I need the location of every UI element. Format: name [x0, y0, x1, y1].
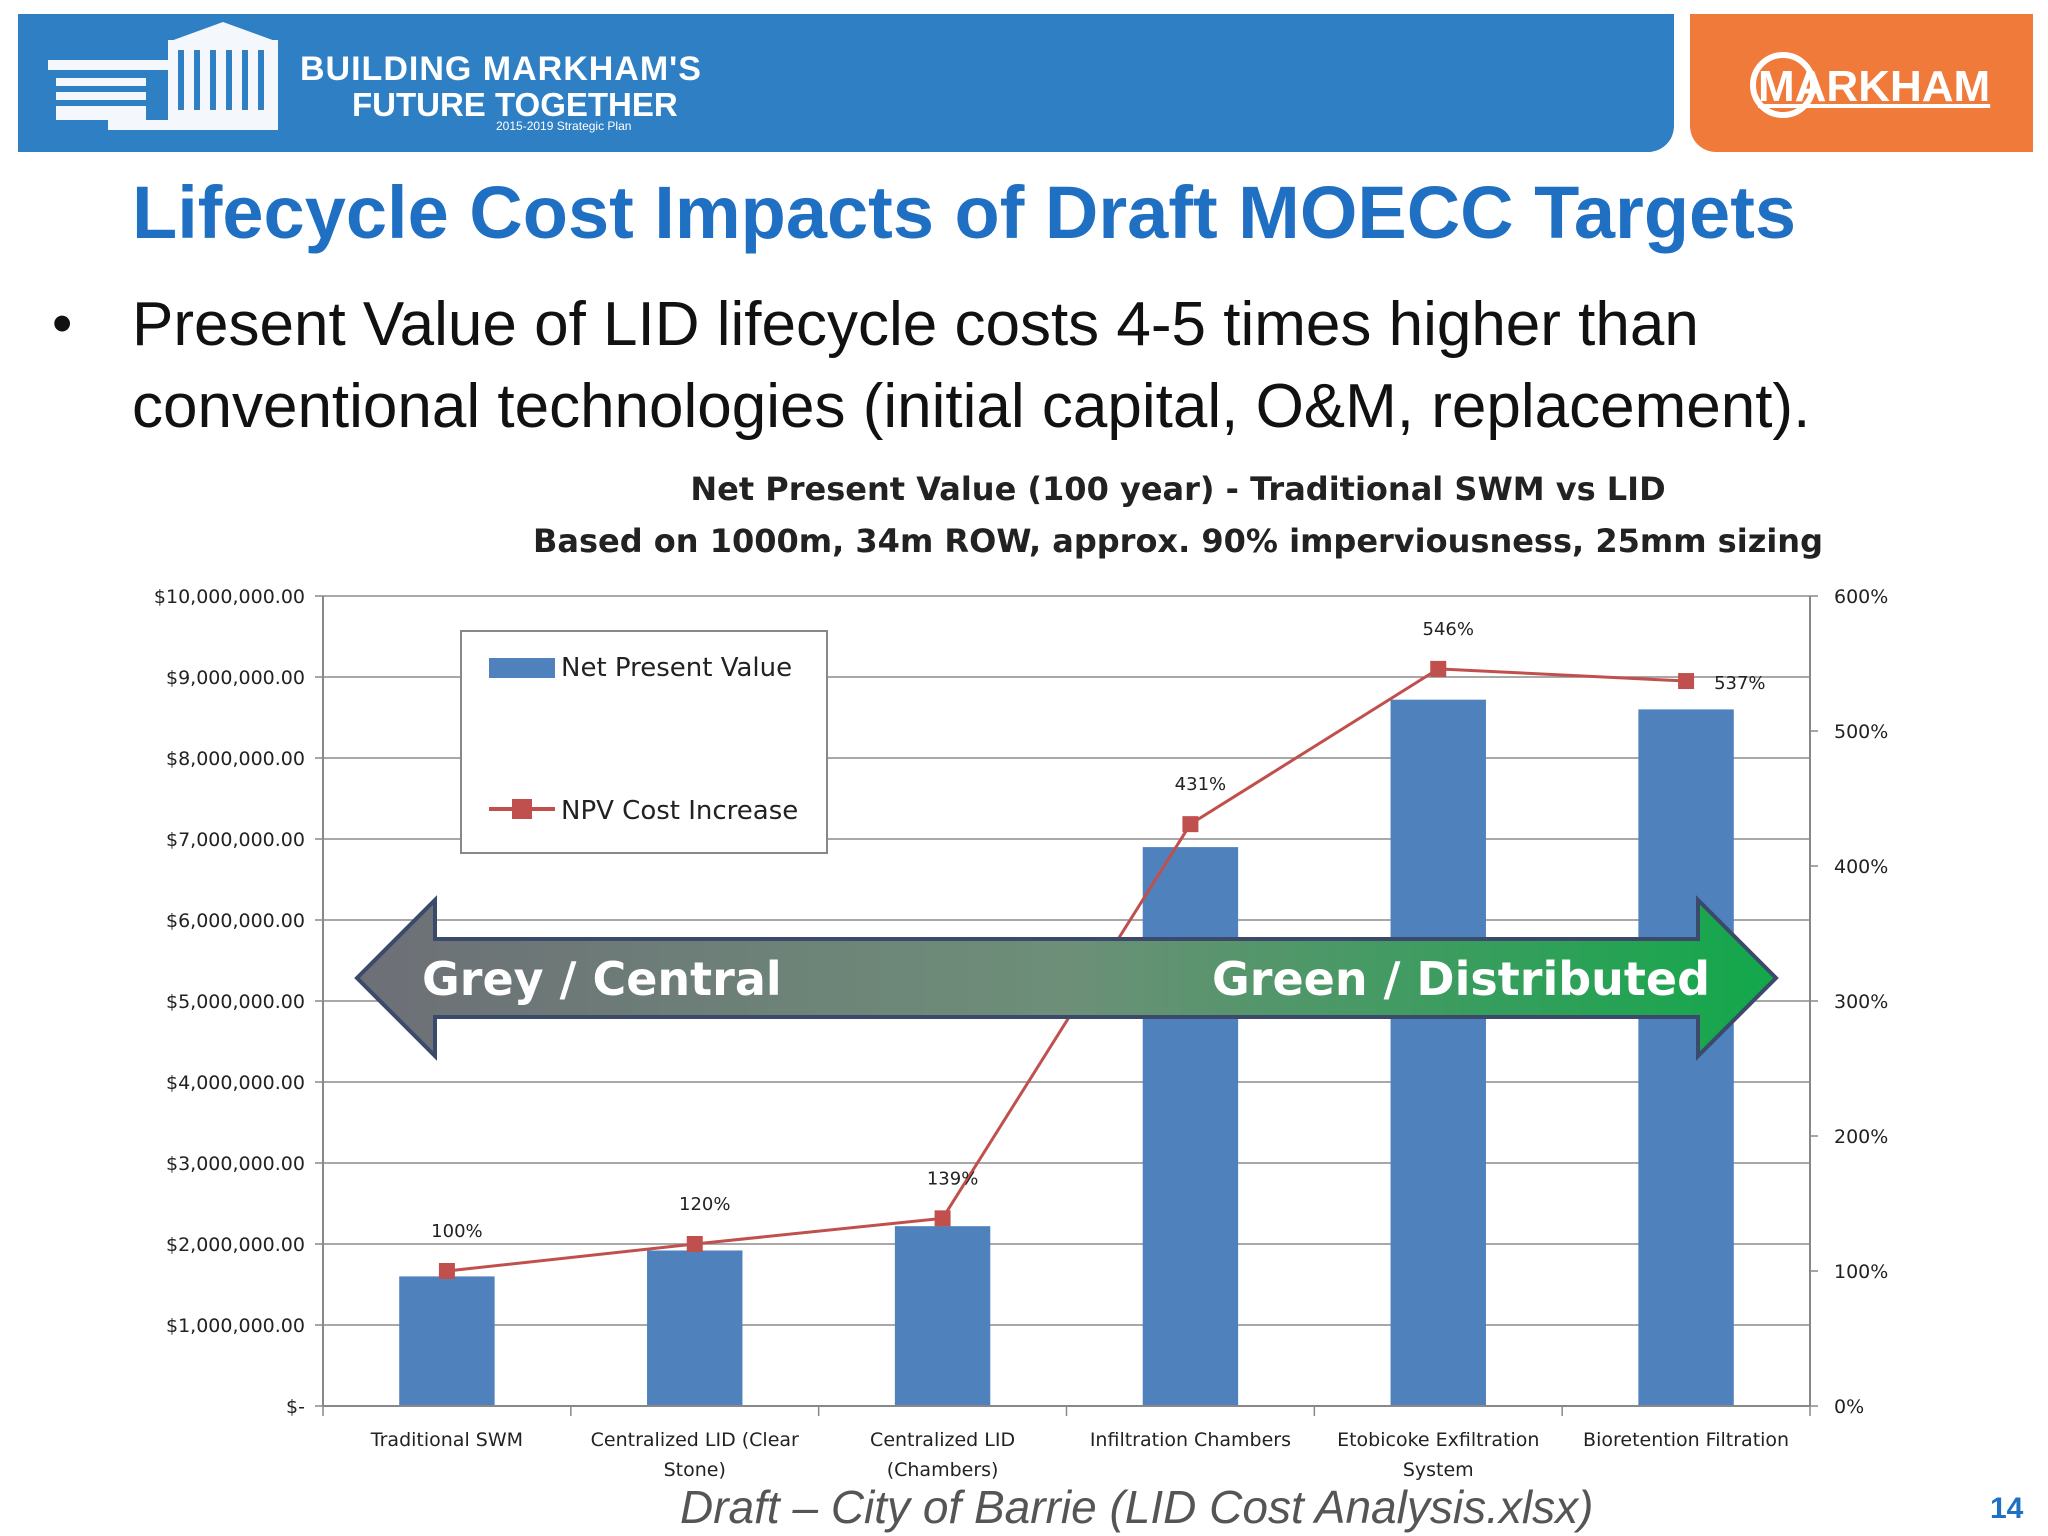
left-axis-tick-label: $9,000,000.00: [166, 667, 305, 689]
cost-increase-data-label: 431%: [1175, 774, 1226, 795]
logo-line-2: FUTURE TOGETHER: [352, 86, 678, 123]
right-axis-tick-label: 200%: [1834, 1126, 1888, 1148]
cost-increase-marker: [1182, 816, 1199, 833]
bullet-marker: •: [52, 291, 73, 356]
left-axis-tick-label: $8,000,000.00: [166, 748, 305, 770]
arrow-label-left: Grey / Central: [422, 952, 782, 1006]
category-label: Etobicoke Exfiltration: [1337, 1429, 1539, 1451]
right-axis-tick-label: 600%: [1834, 586, 1888, 608]
right-axis-tick-label: 0%: [1834, 1396, 1864, 1418]
right-axis-tick-label: 300%: [1834, 991, 1888, 1013]
left-axis-tick-label: $4,000,000.00: [166, 1072, 305, 1094]
category-label: (Chambers): [887, 1459, 999, 1481]
category-label: Stone): [664, 1459, 726, 1481]
logo-line-3: 2015-2019 Strategic Plan: [496, 119, 632, 133]
npv-bar: [647, 1250, 743, 1406]
page-title: Lifecycle Cost Impacts of Draft MOECC Ta…: [132, 171, 1796, 254]
left-axis-tick-label: $7,000,000.00: [166, 829, 305, 851]
legend-label-cost-increase: NPV Cost Increase: [561, 796, 798, 826]
cost-increase-marker: [1678, 673, 1695, 690]
npv-bar: [1390, 699, 1486, 1406]
right-axis-tick-label: 100%: [1834, 1261, 1888, 1283]
category-label: Centralized LID (Clear: [591, 1429, 799, 1451]
chart-subtitle: Based on 1000m, 34m ROW, approx. 90% imp…: [533, 522, 1823, 560]
bullet-line-1: Present Value of LID lifecycle costs 4-5…: [132, 290, 1699, 359]
right-axis-tick-label: 500%: [1834, 721, 1888, 743]
category-label: Traditional SWM: [370, 1429, 523, 1451]
left-axis-tick-label: $5,000,000.00: [166, 991, 305, 1013]
category-label: Infiltration Chambers: [1090, 1429, 1291, 1451]
cost-increase-marker: [1430, 660, 1447, 677]
cost-increase-line: [446, 667, 1687, 1273]
category-label: Centralized LID: [870, 1429, 1015, 1451]
left-axis-tick-label: $6,000,000.00: [166, 910, 305, 932]
cost-increase-marker: [686, 1236, 703, 1252]
cost-increase-data-label: 537%: [1714, 673, 1765, 694]
markham-m-logo-icon: [1750, 52, 1816, 118]
chart-title: Net Present Value (100 year) - Tradition…: [690, 470, 1665, 508]
left-axis-tick-label: $10,000,000.00: [154, 586, 305, 608]
category-label: Bioretention Filtration: [1583, 1429, 1789, 1451]
left-axis-tick-label: $1,000,000.00: [166, 1315, 305, 1337]
legend-swatch-npv: [489, 658, 555, 678]
brand-name: MARKHAM: [1758, 62, 1991, 111]
page-number: 14: [1990, 1492, 2024, 1525]
grey-green-double-arrow: [354, 895, 1779, 1061]
logo-line-1: BUILDING MARKHAM'S: [300, 50, 702, 88]
legend-label-npv: Net Present Value: [561, 653, 792, 683]
npv-bar: [894, 1226, 991, 1406]
brand-banner: [1690, 14, 2033, 152]
npv-bar: [1638, 709, 1734, 1406]
cost-increase-marker: [438, 1263, 455, 1279]
left-axis-tick-label: $2,000,000.00: [166, 1234, 305, 1256]
cost-increase-data-label: 100%: [431, 1221, 482, 1242]
bullet-line-2: conventional technologies (initial capit…: [132, 372, 1811, 441]
npv-bar: [399, 1276, 495, 1406]
bullet-text: Present Value of LID lifecycle costs 4-5…: [132, 284, 2012, 448]
category-label: System: [1403, 1459, 1474, 1481]
left-axis-tick-label: $3,000,000.00: [166, 1153, 305, 1175]
legend-swatch-marker: [512, 799, 532, 819]
left-axis-tick-label: $-: [286, 1396, 305, 1418]
cost-increase-data-label: 139%: [927, 1168, 978, 1189]
header-banner: [18, 14, 1674, 152]
civic-centre-logo-icon: [48, 22, 278, 130]
right-axis-tick-label: 400%: [1834, 856, 1888, 878]
cost-increase-data-label: 120%: [679, 1194, 730, 1215]
cost-increase-marker: [934, 1210, 951, 1227]
arrow-label-right: Green / Distributed: [1212, 952, 1710, 1006]
footer-source: Draft – City of Barrie (LID Cost Analysi…: [680, 1481, 1594, 1533]
npv-bar: [1142, 847, 1239, 1406]
cost-increase-data-label: 546%: [1423, 619, 1474, 640]
